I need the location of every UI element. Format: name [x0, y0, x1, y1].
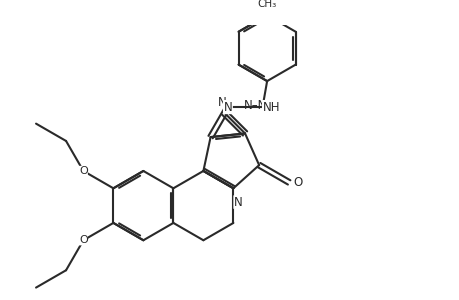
Text: N: N	[223, 100, 232, 114]
Text: O: O	[79, 166, 88, 176]
Text: O: O	[293, 176, 302, 189]
Text: N: N	[233, 196, 242, 208]
Text: O: O	[79, 235, 88, 245]
Text: NH: NH	[262, 100, 280, 114]
Text: N–NH: N–NH	[244, 99, 276, 112]
Text: CH₃: CH₃	[257, 0, 276, 9]
Text: N: N	[218, 96, 226, 109]
